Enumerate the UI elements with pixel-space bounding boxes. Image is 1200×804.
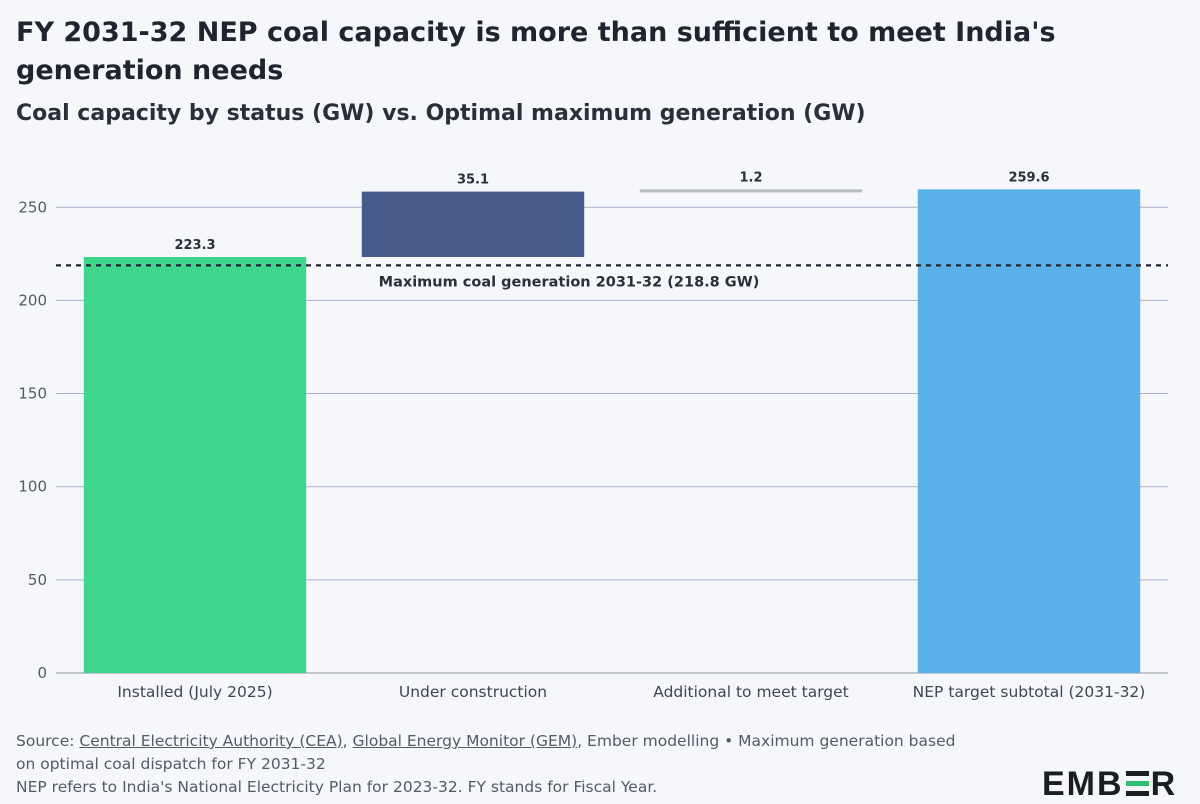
y-tick-label-150: 150 xyxy=(18,385,47,403)
x-category-label-3: Additional to meet target xyxy=(653,683,849,701)
source-separator: , xyxy=(342,732,353,750)
x-category-label-1: Installed (July 2025) xyxy=(117,683,272,701)
y-tick-label-250: 250 xyxy=(18,198,47,216)
y-tick-label-50: 50 xyxy=(28,571,47,589)
waterfall-chart: 0 50 100 150 200 250 223.3 Installed (July 2025… xyxy=(18,170,1168,701)
source-rest: , Ember modelling • Maximum generation b… xyxy=(16,732,956,773)
source-link-gem[interactable]: Global Energy Monitor (GEM) xyxy=(352,732,578,750)
bar-4 xyxy=(917,189,1141,673)
bar-value-label-2: 35.1 xyxy=(457,173,489,188)
source-link-cea[interactable]: Central Electricity Authority (CEA) xyxy=(79,732,343,750)
ember-logo: EMB R xyxy=(1042,764,1177,804)
bar-3 xyxy=(639,189,863,193)
chart-title: FY 2031-32 NEP coal capacity is more tha… xyxy=(16,17,1056,86)
x-category-label-2: Under construction xyxy=(399,683,547,701)
logo-text-left: EMB xyxy=(1042,765,1124,803)
bar-1 xyxy=(83,257,307,673)
chart-footer: Source: Central Electricity Authority (C… xyxy=(16,730,976,799)
y-tick-label-0: 0 xyxy=(37,664,47,682)
source-prefix: Source: xyxy=(16,732,80,750)
bar-2 xyxy=(361,191,585,258)
y-tick-label-100: 100 xyxy=(18,478,47,496)
logo-text-right: R xyxy=(1150,765,1178,803)
bar-value-label-4: 259.6 xyxy=(1008,170,1049,185)
logo-e-glyph-icon xyxy=(1125,771,1149,797)
definition-note: NEP refers to India's National Electrici… xyxy=(16,778,658,796)
y-tick-label-200: 200 xyxy=(18,291,47,309)
bar-value-label-1: 223.3 xyxy=(174,238,215,253)
reference-line-label: Maximum coal generation 2031-32 (218.8 G… xyxy=(379,274,760,290)
x-category-label-4: NEP target subtotal (2031-32) xyxy=(913,683,1146,701)
source-note: Source: Central Electricity Authority (C… xyxy=(16,730,976,776)
chart-subtitle: Coal capacity by status (GW) vs. Optimal… xyxy=(16,101,866,126)
bar-value-label-3: 1.2 xyxy=(739,170,762,185)
